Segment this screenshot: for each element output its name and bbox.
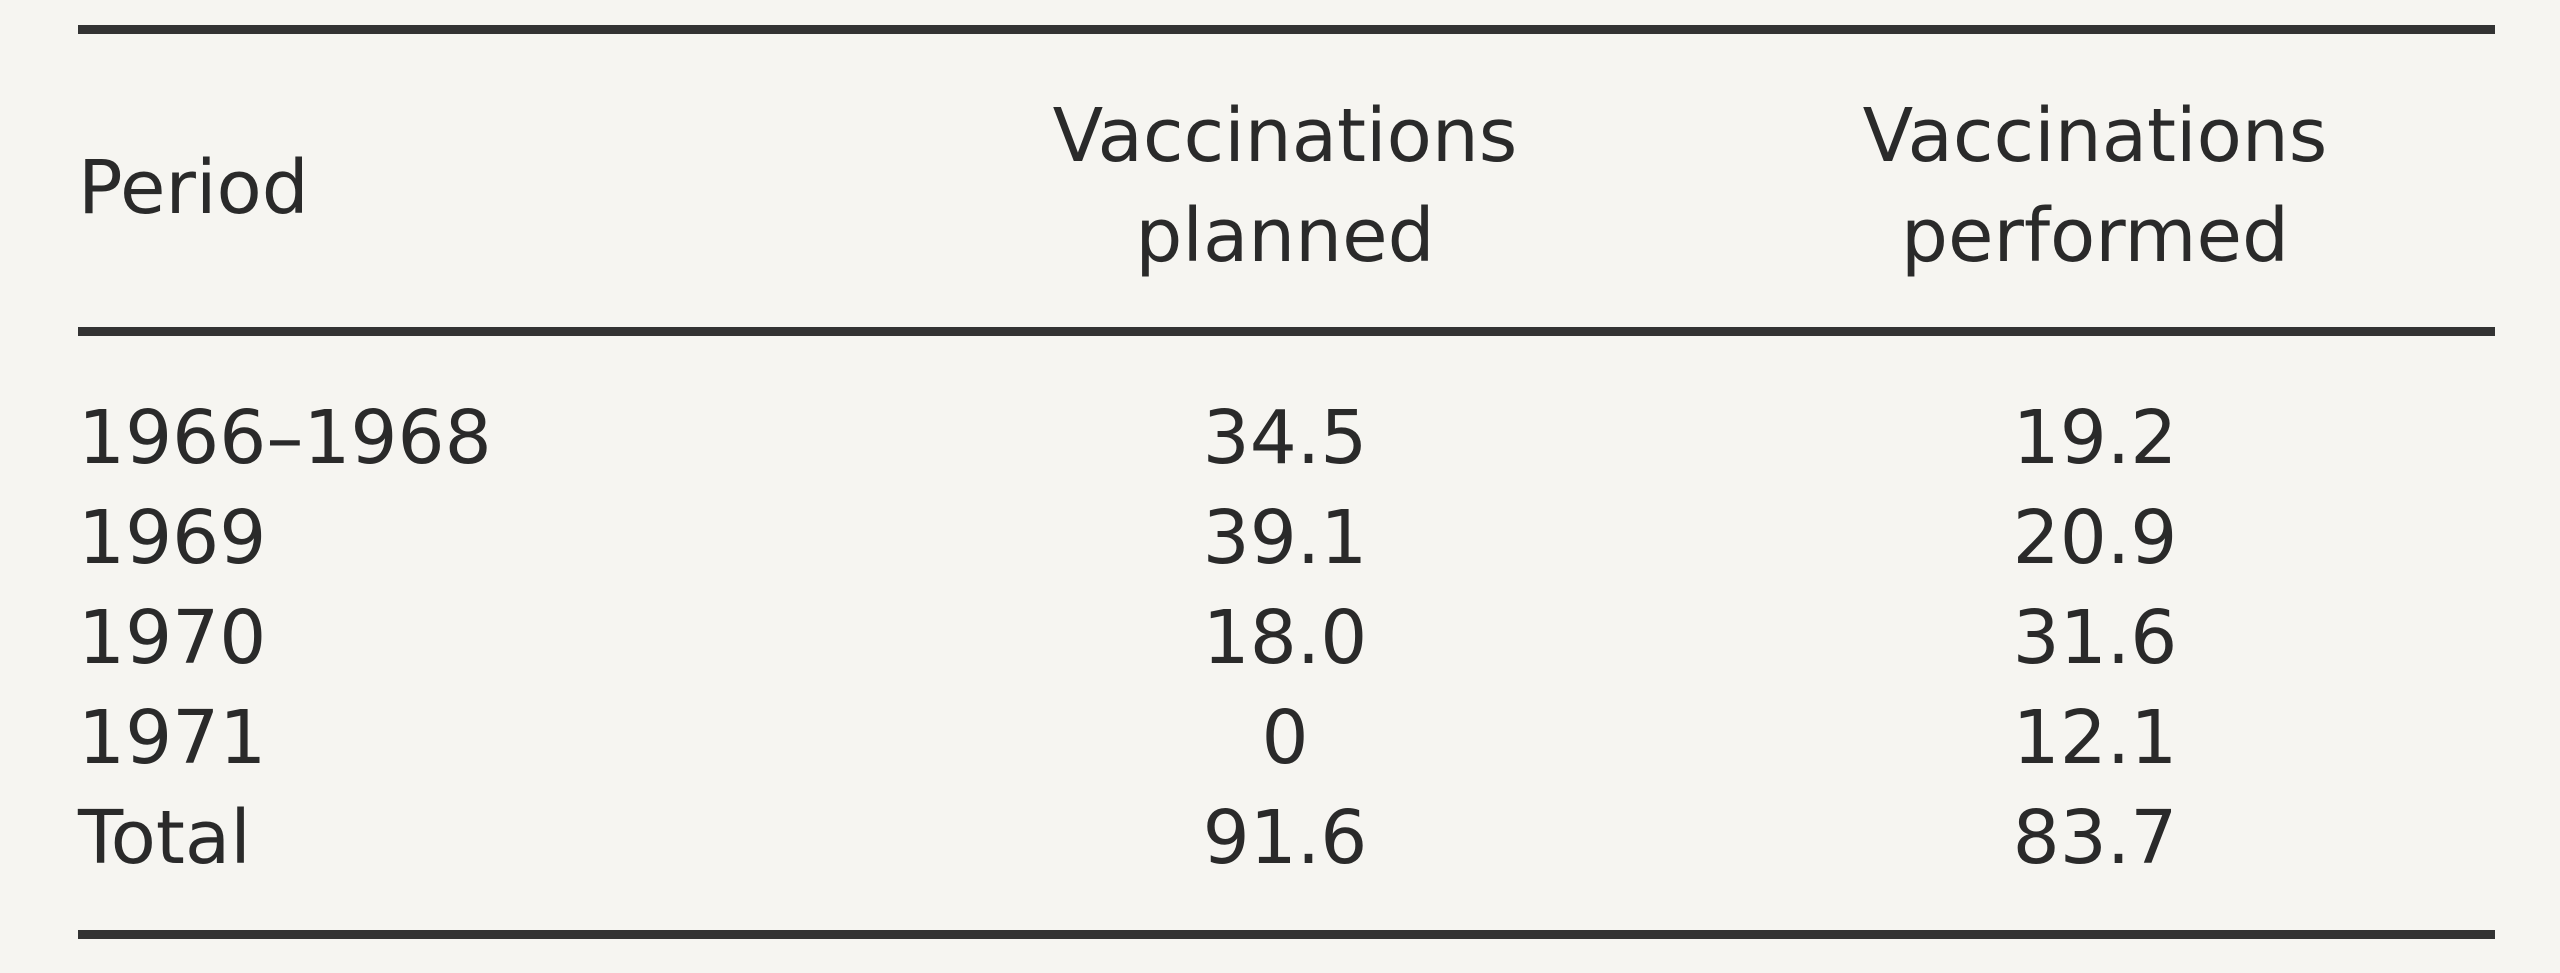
value-cell: 19.2 xyxy=(2012,395,2178,481)
top-rule xyxy=(78,25,2495,34)
value-cell: 31.6 xyxy=(2012,595,2178,681)
value-cell: 34.5 xyxy=(1202,395,1368,481)
value-cell: 18.0 xyxy=(1202,595,1368,681)
period-cell: 1969 xyxy=(78,495,267,581)
period-cell: 1970 xyxy=(78,595,267,681)
period-cell: Total xyxy=(78,795,251,881)
value-cell: 0 xyxy=(1261,695,1309,781)
value-cell: 12.1 xyxy=(2012,695,2178,781)
header-rule xyxy=(78,327,2495,336)
value-cell: 91.6 xyxy=(1202,795,1368,881)
value-cell: 83.7 xyxy=(2012,795,2178,881)
value-cell: 20.9 xyxy=(2012,495,2178,581)
header-cell: Vaccinations performed xyxy=(1862,93,2328,279)
value-cell: 39.1 xyxy=(1202,495,1368,581)
period-cell: 1966–1968 xyxy=(78,395,492,481)
header-cell: Period xyxy=(78,145,309,231)
header-cell: Vaccinations planned xyxy=(1052,93,1518,279)
period-cell: 1971 xyxy=(78,695,267,781)
bottom-rule xyxy=(78,930,2495,939)
